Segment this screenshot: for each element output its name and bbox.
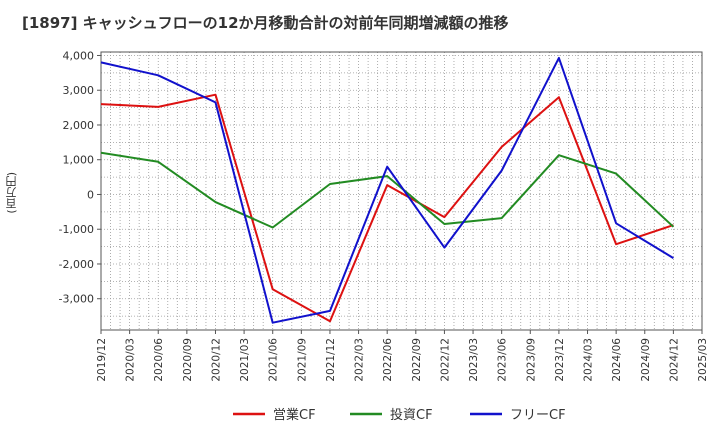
series-line-2	[100, 151, 675, 229]
x-tick-label: 2023/12	[554, 338, 566, 382]
plot-area	[101, 52, 702, 330]
x-tick-label: 2021/03	[239, 338, 251, 382]
y-tick-label: -2,000	[59, 258, 94, 271]
x-tick-label: 2023/09	[525, 338, 537, 382]
y-tick-label: 0	[87, 188, 94, 201]
x-tick-label: 2022/09	[411, 338, 423, 382]
legend-label-3: フリーCF	[510, 408, 566, 423]
legend-label-2: 投資CF	[390, 407, 433, 423]
y-tick-label: 3,000	[63, 84, 95, 97]
series-line-1	[100, 93, 674, 323]
x-tick-label: 2019/12	[96, 338, 108, 382]
x-tick-label: 2020/03	[125, 338, 137, 382]
x-tick-label: 2022/06	[382, 338, 394, 382]
y-tick-label: 4,000	[63, 49, 95, 62]
x-tick-label: 2021/12	[325, 338, 337, 382]
y-tick-label: 2,000	[63, 119, 95, 132]
x-tick-label: 2020/12	[210, 338, 222, 382]
x-tick-label: 2024/06	[611, 338, 623, 382]
x-tick-label: 2022/03	[354, 338, 366, 382]
x-tick-label: 2021/06	[268, 338, 280, 382]
y-tick-label: -3,000	[59, 293, 94, 306]
x-tick-label: 2021/09	[296, 338, 308, 382]
series-line-3	[100, 56, 674, 324]
x-tick-label: 2023/03	[468, 338, 480, 382]
plot-frame	[100, 51, 703, 331]
chart-title: [1897] キャッシュフローの12か月移動合計の対前年同期増減額の推移	[22, 14, 509, 32]
x-tick-label: 2022/12	[439, 338, 451, 382]
x-tick-label: 2020/06	[153, 338, 165, 382]
x-tick-label: 2023/06	[497, 338, 509, 382]
x-tick-label: 2020/09	[182, 338, 194, 382]
x-tick-label: 2025/03	[697, 338, 709, 382]
legend-label-1: 営業CF	[273, 407, 316, 423]
x-tick-label: 2024/03	[583, 338, 595, 382]
y-tick-label: 1,000	[63, 154, 95, 167]
x-tick-label: 2024/09	[640, 338, 652, 382]
x-tick-label: 2024/12	[668, 338, 680, 382]
y-tick-label: -1,000	[59, 223, 94, 236]
